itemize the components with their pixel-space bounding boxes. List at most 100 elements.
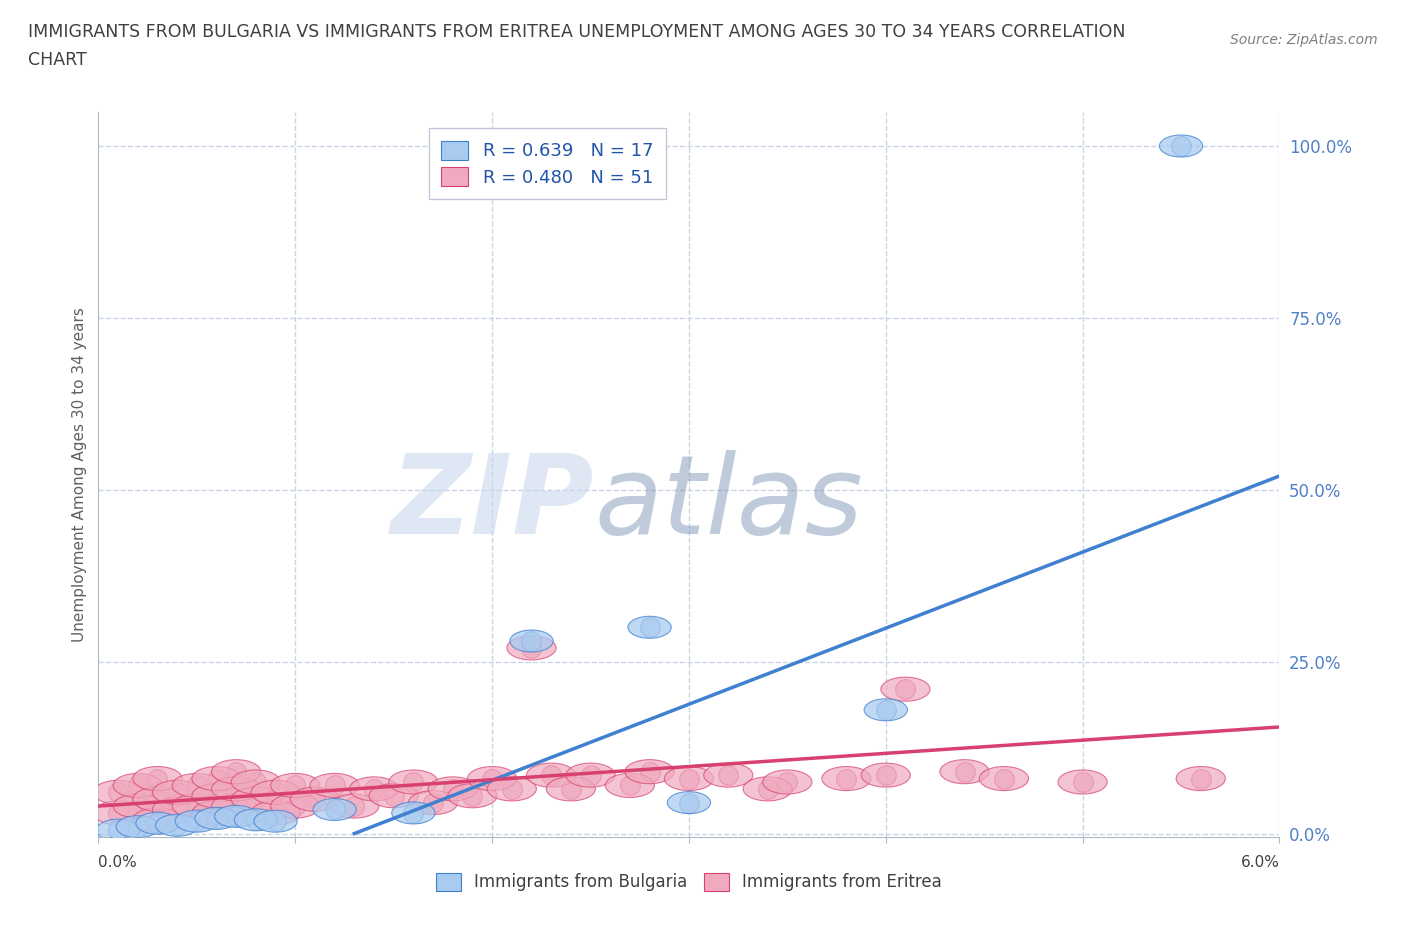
Point bbox=[835, 771, 858, 786]
Point bbox=[186, 778, 208, 793]
Ellipse shape bbox=[94, 780, 143, 804]
Ellipse shape bbox=[762, 770, 813, 794]
Ellipse shape bbox=[235, 809, 277, 830]
Point bbox=[205, 789, 228, 804]
Point bbox=[304, 791, 326, 806]
Point bbox=[993, 771, 1015, 786]
Ellipse shape bbox=[156, 815, 198, 836]
Ellipse shape bbox=[136, 812, 179, 834]
Ellipse shape bbox=[408, 790, 458, 815]
Point bbox=[284, 778, 307, 793]
Text: Source: ZipAtlas.com: Source: ZipAtlas.com bbox=[1230, 33, 1378, 46]
Point bbox=[146, 791, 169, 806]
Ellipse shape bbox=[254, 810, 297, 832]
Point bbox=[776, 775, 799, 790]
Point bbox=[638, 620, 661, 635]
Point bbox=[166, 785, 188, 800]
Ellipse shape bbox=[546, 777, 596, 801]
Point bbox=[1189, 771, 1212, 786]
Ellipse shape bbox=[506, 636, 557, 660]
Ellipse shape bbox=[704, 764, 754, 787]
Point bbox=[678, 771, 700, 786]
Point bbox=[678, 795, 700, 810]
Point bbox=[579, 767, 602, 782]
Point bbox=[619, 778, 641, 793]
Point bbox=[127, 819, 149, 834]
Text: IMMIGRANTS FROM BULGARIA VS IMMIGRANTS FROM ERITREA UNEMPLOYMENT AMONG AGES 30 T: IMMIGRANTS FROM BULGARIA VS IMMIGRANTS F… bbox=[28, 23, 1126, 41]
Ellipse shape bbox=[427, 777, 477, 801]
Ellipse shape bbox=[821, 766, 870, 790]
Ellipse shape bbox=[153, 780, 202, 804]
Point bbox=[323, 778, 346, 793]
Ellipse shape bbox=[605, 774, 654, 797]
Ellipse shape bbox=[290, 787, 340, 811]
Point bbox=[127, 799, 149, 814]
Point bbox=[875, 767, 897, 782]
Ellipse shape bbox=[134, 787, 183, 811]
Ellipse shape bbox=[624, 760, 675, 784]
Ellipse shape bbox=[270, 794, 321, 818]
Ellipse shape bbox=[742, 777, 793, 801]
Point bbox=[146, 816, 169, 830]
Point bbox=[264, 814, 287, 829]
Point bbox=[1170, 139, 1192, 153]
Ellipse shape bbox=[231, 770, 281, 794]
Ellipse shape bbox=[191, 784, 242, 808]
Point bbox=[953, 764, 976, 779]
Ellipse shape bbox=[368, 784, 419, 808]
Point bbox=[441, 781, 464, 796]
Point bbox=[422, 795, 444, 810]
Ellipse shape bbox=[860, 764, 911, 787]
Point bbox=[284, 799, 307, 814]
Point bbox=[107, 823, 129, 838]
Point bbox=[520, 633, 543, 648]
Ellipse shape bbox=[467, 766, 517, 790]
Point bbox=[186, 814, 208, 829]
Ellipse shape bbox=[231, 787, 281, 811]
Point bbox=[245, 775, 267, 790]
Point bbox=[225, 764, 247, 779]
Point bbox=[638, 764, 661, 779]
Ellipse shape bbox=[212, 777, 262, 801]
Ellipse shape bbox=[250, 801, 301, 825]
Point bbox=[501, 781, 523, 796]
Point bbox=[245, 791, 267, 806]
Ellipse shape bbox=[979, 766, 1028, 790]
Ellipse shape bbox=[97, 819, 139, 841]
Ellipse shape bbox=[314, 799, 356, 820]
Point bbox=[225, 799, 247, 814]
Ellipse shape bbox=[117, 816, 159, 838]
Ellipse shape bbox=[865, 698, 907, 721]
Point bbox=[146, 771, 169, 786]
Ellipse shape bbox=[212, 794, 262, 818]
Ellipse shape bbox=[94, 801, 143, 825]
Ellipse shape bbox=[250, 780, 301, 804]
Point bbox=[461, 789, 484, 804]
Ellipse shape bbox=[526, 764, 576, 787]
Ellipse shape bbox=[1160, 135, 1202, 157]
Ellipse shape bbox=[1175, 766, 1226, 790]
Ellipse shape bbox=[329, 794, 380, 818]
Point bbox=[205, 811, 228, 826]
Point bbox=[146, 813, 169, 828]
Ellipse shape bbox=[392, 802, 434, 824]
Ellipse shape bbox=[176, 810, 218, 832]
Point bbox=[560, 781, 582, 796]
Text: 6.0%: 6.0% bbox=[1240, 856, 1279, 870]
Point bbox=[264, 785, 287, 800]
Ellipse shape bbox=[191, 766, 242, 790]
Point bbox=[245, 813, 267, 828]
Ellipse shape bbox=[191, 801, 242, 825]
Point bbox=[382, 789, 405, 804]
Ellipse shape bbox=[114, 774, 163, 797]
Ellipse shape bbox=[270, 774, 321, 797]
Point bbox=[520, 641, 543, 656]
Point bbox=[205, 771, 228, 786]
Point bbox=[343, 799, 366, 814]
Ellipse shape bbox=[153, 797, 202, 821]
Ellipse shape bbox=[1057, 770, 1108, 794]
Point bbox=[875, 702, 897, 717]
Ellipse shape bbox=[668, 791, 710, 814]
Ellipse shape bbox=[510, 630, 553, 652]
Y-axis label: Unemployment Among Ages 30 to 34 years: Unemployment Among Ages 30 to 34 years bbox=[72, 307, 87, 642]
